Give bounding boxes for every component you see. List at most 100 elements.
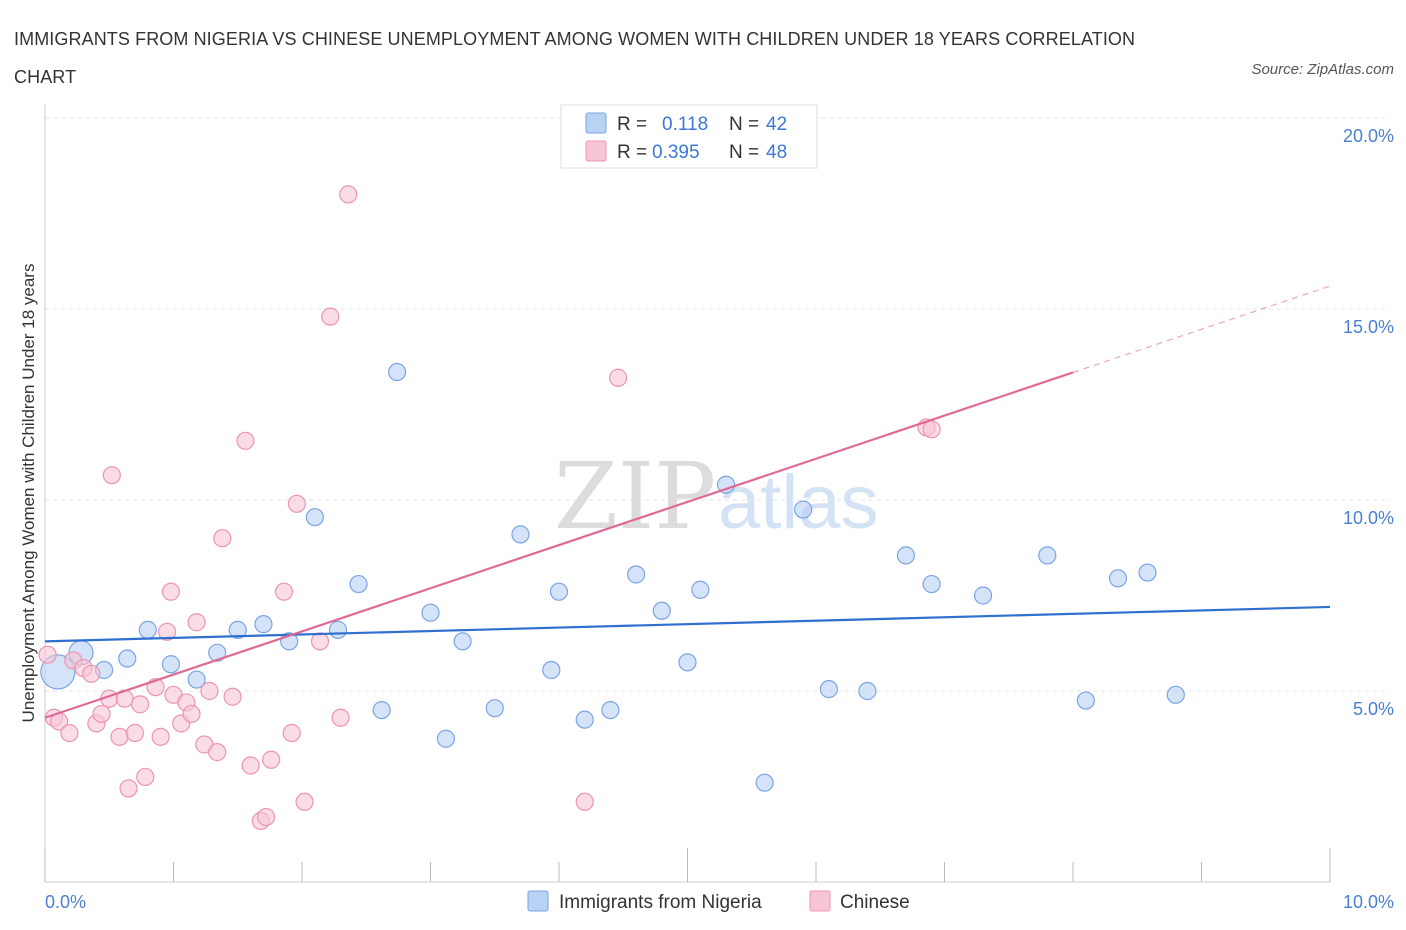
y-tick-label-3: 20.0%: [1343, 126, 1394, 146]
watermark-zip: ZIP: [554, 443, 716, 550]
chinese-point-20: [161, 582, 181, 601]
nigeria-point-36: [973, 586, 993, 605]
nigeria-point-15: [387, 362, 407, 382]
chinese-point-36: [274, 582, 294, 601]
series-legend: Immigrants from Nigeria Chinese: [527, 890, 910, 913]
legend-n-value-nigeria: 42: [766, 114, 787, 135]
nigeria-point-27: [678, 653, 697, 672]
watermark: ZIP atlas: [554, 443, 879, 550]
chinese-point-42: [331, 708, 350, 727]
legend-r-value-nigeria: 0.118: [662, 114, 708, 135]
nigeria-point-31: [794, 500, 813, 519]
chinese-point-45: [609, 368, 628, 387]
chinese-point-34: [256, 807, 276, 827]
nigeria-point-41: [1166, 685, 1185, 704]
nigeria-point-7: [208, 643, 227, 662]
chinese-point-29: [213, 529, 232, 548]
chinese-point-39: [295, 792, 314, 811]
y-axis-label: Unemployment Among Women with Children U…: [19, 264, 38, 723]
nigeria-point-11: [305, 508, 324, 527]
y-axis-label-group: Unemployment Among Women with Children U…: [19, 264, 38, 723]
chinese-point-35: [262, 750, 281, 769]
chinese-point-3: [60, 723, 79, 743]
y-tick-label-0: 5.0%: [1353, 699, 1394, 719]
x-tick-label-min: 0.0%: [45, 892, 86, 912]
correlation-legend: R = 0.118 N = 42 R = 0.395 N = 48: [560, 104, 818, 169]
y-tick-label-2: 15.0%: [1343, 317, 1394, 337]
nigeria-point-37: [1038, 546, 1057, 565]
nigeria-point-20: [511, 525, 530, 544]
nigeria-point-34: [896, 546, 916, 565]
chinese-point-24: [182, 704, 201, 724]
nigeria-point-12: [328, 620, 348, 639]
axes: [44, 104, 1331, 883]
nigeria-point-16: [421, 603, 440, 622]
chinese-point-8: [92, 704, 111, 724]
chinese-point-15: [130, 695, 150, 714]
legend-r-label-chinese: R =: [617, 142, 647, 163]
nigeria-point-14: [372, 700, 391, 720]
legend-swatch-chinese: [585, 140, 607, 162]
legend-n-label-chinese: N =: [729, 142, 759, 163]
y-tick-label-1: 10.0%: [1343, 508, 1394, 528]
nigeria-point-33: [858, 681, 877, 701]
chinese-point-14: [125, 723, 145, 743]
y-tick-labels: 5.0% 10.0% 15.0% 20.0%: [1343, 126, 1394, 719]
nigeria-trend-line: [44, 605, 1331, 643]
chinese-point-0: [38, 645, 57, 664]
nigeria-point-3: [118, 649, 137, 668]
x-tick-label-max: 10.0%: [1343, 892, 1394, 912]
chinese-point-28: [208, 743, 227, 762]
trend-lines: [44, 285, 1331, 719]
chinese-point-10: [102, 466, 121, 485]
nigeria-point-9: [254, 615, 273, 634]
chinese-point-31: [236, 431, 255, 450]
nigeria-point-13: [349, 574, 368, 594]
legend-r-value-chinese: 0.395: [652, 142, 700, 163]
chinese-point-11: [110, 727, 129, 746]
nigeria-point-19: [485, 699, 504, 718]
grid-lines: [45, 117, 1390, 692]
chinese-point-30: [223, 687, 242, 706]
chart-source: Source: ZipAtlas.com: [1251, 61, 1394, 78]
chinese-point-41: [321, 307, 340, 326]
chinese-point-32: [241, 756, 260, 775]
legend-n-value-chinese: 48: [766, 142, 787, 163]
chinese-point-27: [200, 681, 219, 701]
series-legend-label-chinese: Chinese: [840, 892, 910, 913]
chinese-point-47: [922, 420, 941, 439]
chart-title: IMMIGRANTS FROM NIGERIA VS CHINESE UNEMP…: [14, 29, 1136, 87]
nigeria-point-28: [691, 580, 710, 599]
chinese-point-38: [287, 494, 306, 513]
chinese-trend-line: [44, 371, 1074, 719]
chinese-trend-extension: [1072, 285, 1331, 373]
chinese-point-40: [310, 632, 330, 651]
nigeria-point-29: [716, 475, 736, 494]
chinese-point-18: [151, 727, 170, 746]
nigeria-point-4: [138, 620, 157, 639]
chinese-point-13: [119, 779, 138, 798]
nigeria-point-8: [228, 620, 247, 639]
nigeria-point-30: [755, 773, 774, 792]
series-legend-swatch-nigeria: [527, 890, 549, 912]
chinese-point-16: [136, 767, 155, 787]
chinese-point-6: [82, 664, 101, 683]
nigeria-point-24: [601, 700, 620, 720]
chinese-point-25: [187, 613, 206, 632]
legend-swatch-nigeria: [585, 112, 607, 134]
legend-n-label-nigeria: N =: [729, 114, 759, 135]
nigeria-point-26: [652, 601, 671, 620]
nigeria-point-39: [1108, 569, 1128, 588]
series-legend-label-nigeria: Immigrants from Nigeria: [559, 892, 762, 913]
nigeria-point-17: [436, 729, 456, 748]
nigeria-point-6: [187, 670, 206, 689]
nigeria-point-5: [161, 655, 181, 674]
data-points: [38, 185, 1185, 830]
nigeria-point-35: [922, 574, 941, 594]
nigeria-point-18: [453, 632, 472, 651]
legend-r-label-nigeria: R =: [617, 114, 647, 135]
nigeria-point-40: [1138, 563, 1157, 582]
series-legend-swatch-chinese: [809, 890, 831, 912]
chinese-point-44: [575, 792, 594, 811]
